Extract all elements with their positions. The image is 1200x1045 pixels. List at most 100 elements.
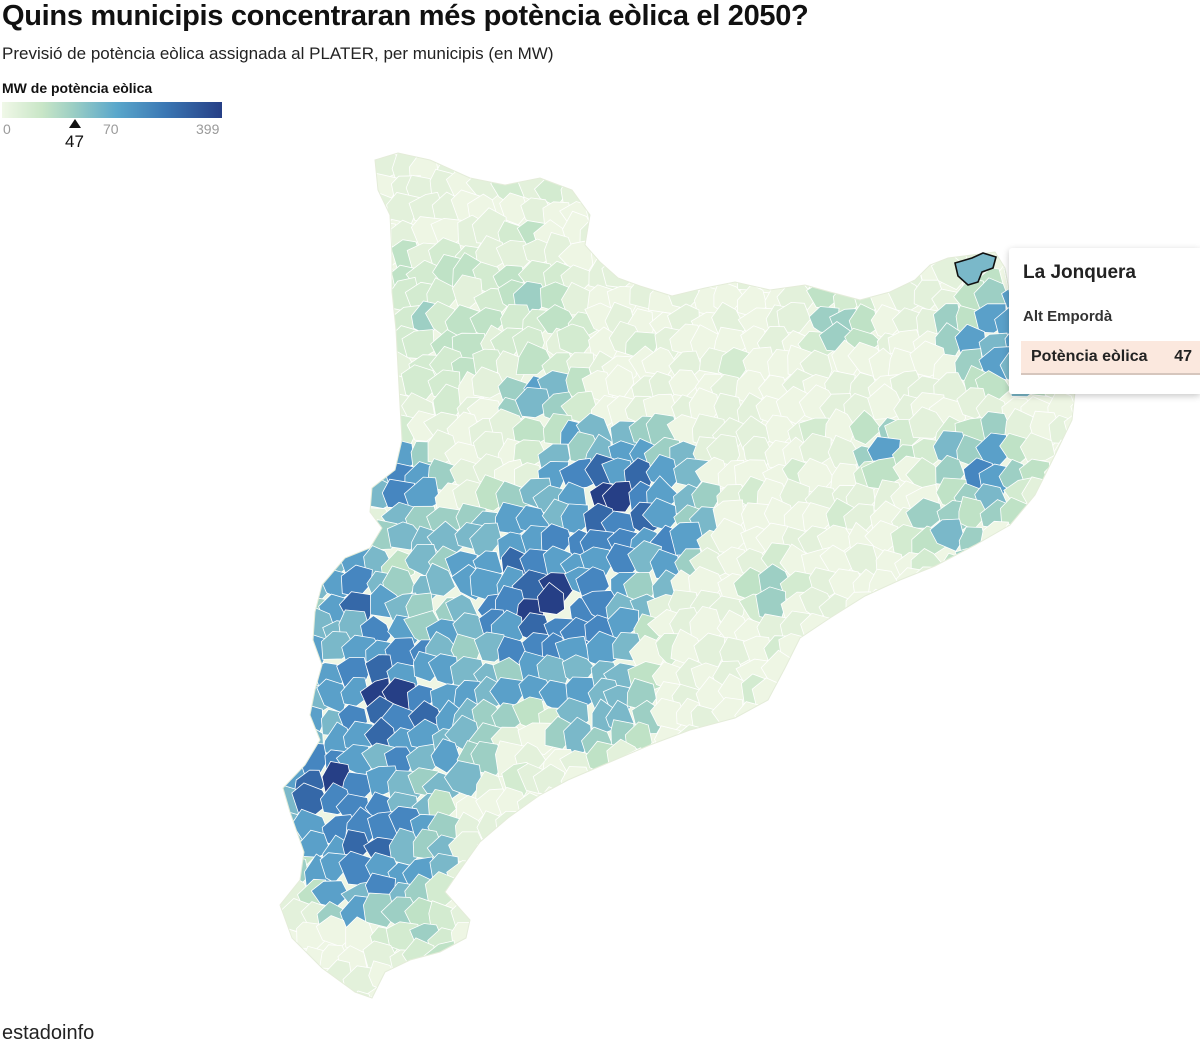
municipality-shape[interactable] bbox=[604, 848, 634, 883]
municipality-shape[interactable] bbox=[761, 133, 796, 166]
municipality-shape[interactable] bbox=[495, 810, 530, 844]
municipality-shape[interactable] bbox=[809, 942, 844, 978]
municipality-shape[interactable] bbox=[454, 991, 483, 1024]
municipality-shape[interactable] bbox=[1053, 439, 1082, 475]
municipality-shape[interactable] bbox=[810, 881, 846, 911]
municipality-shape[interactable] bbox=[249, 714, 283, 752]
municipality-shape[interactable] bbox=[563, 857, 600, 889]
municipality-shape[interactable] bbox=[1020, 213, 1058, 247]
municipality-shape[interactable] bbox=[1026, 962, 1056, 996]
municipality-shape[interactable] bbox=[979, 189, 1017, 224]
municipality-shape[interactable] bbox=[495, 917, 531, 951]
municipality-shape[interactable] bbox=[1064, 698, 1098, 732]
municipality-shape[interactable] bbox=[247, 588, 279, 625]
municipality-shape[interactable] bbox=[760, 765, 795, 794]
municipality-shape[interactable] bbox=[910, 982, 946, 1017]
municipality-shape[interactable] bbox=[447, 128, 484, 163]
municipality-shape[interactable] bbox=[1018, 698, 1056, 729]
municipality-shape[interactable] bbox=[715, 749, 755, 781]
municipality-shape[interactable] bbox=[976, 587, 1007, 621]
municipality-shape[interactable] bbox=[610, 924, 645, 957]
municipality-shape[interactable] bbox=[608, 988, 642, 1027]
municipality-shape[interactable] bbox=[1028, 765, 1064, 798]
municipality-shape[interactable] bbox=[311, 525, 353, 557]
municipality-shape[interactable] bbox=[763, 173, 793, 204]
municipality-shape[interactable] bbox=[468, 920, 506, 952]
municipality-shape[interactable] bbox=[628, 173, 662, 204]
municipality-shape[interactable] bbox=[274, 123, 308, 158]
municipality-shape[interactable] bbox=[868, 722, 904, 758]
municipality-shape[interactable] bbox=[298, 298, 332, 338]
municipality-shape[interactable] bbox=[779, 131, 815, 159]
municipality-shape[interactable] bbox=[937, 904, 971, 937]
municipality-shape[interactable] bbox=[715, 939, 750, 971]
municipality-shape[interactable] bbox=[313, 482, 346, 514]
municipality-shape[interactable] bbox=[1005, 937, 1034, 976]
municipality-shape[interactable] bbox=[972, 170, 1007, 200]
municipality-shape[interactable] bbox=[248, 694, 285, 731]
municipality-shape[interactable] bbox=[774, 815, 813, 848]
municipality-shape[interactable] bbox=[297, 391, 331, 424]
municipality-shape[interactable] bbox=[250, 898, 282, 936]
municipality-shape[interactable] bbox=[935, 149, 971, 183]
municipality-shape[interactable] bbox=[495, 960, 532, 993]
municipality-shape[interactable] bbox=[260, 193, 289, 228]
municipality-shape[interactable] bbox=[250, 506, 279, 537]
municipality-shape[interactable] bbox=[653, 153, 686, 188]
municipality-shape[interactable] bbox=[893, 681, 926, 711]
municipality-shape[interactable] bbox=[1066, 881, 1099, 914]
municipality-shape[interactable] bbox=[559, 147, 592, 177]
municipality-shape[interactable] bbox=[738, 834, 775, 870]
municipality-shape[interactable] bbox=[1050, 809, 1084, 843]
municipality-shape[interactable] bbox=[692, 949, 728, 980]
municipality-shape[interactable] bbox=[648, 239, 684, 273]
municipality-shape[interactable] bbox=[1067, 613, 1102, 649]
municipality-shape[interactable] bbox=[867, 237, 899, 267]
municipality-shape[interactable] bbox=[1050, 940, 1078, 973]
municipality-shape[interactable] bbox=[820, 989, 856, 1016]
municipality-shape[interactable] bbox=[389, 963, 422, 998]
municipality-shape[interactable] bbox=[315, 242, 354, 275]
municipality-shape[interactable] bbox=[936, 631, 974, 666]
municipality-shape[interactable] bbox=[1062, 982, 1098, 1019]
municipality-shape[interactable] bbox=[845, 612, 877, 647]
municipality-shape[interactable] bbox=[870, 963, 901, 997]
municipality-shape[interactable] bbox=[960, 870, 999, 907]
municipality-shape[interactable] bbox=[279, 723, 312, 759]
municipality-shape[interactable] bbox=[447, 960, 483, 995]
municipality-shape[interactable] bbox=[1068, 748, 1107, 777]
municipality-shape[interactable] bbox=[289, 550, 324, 582]
municipality-shape[interactable] bbox=[650, 939, 686, 972]
municipality-shape[interactable] bbox=[952, 608, 988, 647]
municipality-shape[interactable] bbox=[959, 924, 993, 956]
municipality-shape[interactable] bbox=[669, 790, 705, 827]
highlighted-municipality-la-jonquera[interactable] bbox=[954, 252, 997, 286]
municipality-shape[interactable] bbox=[668, 126, 700, 165]
municipality-shape[interactable] bbox=[717, 918, 754, 951]
municipality-shape[interactable] bbox=[908, 406, 948, 439]
municipality-shape[interactable] bbox=[1070, 392, 1106, 427]
municipality-shape[interactable] bbox=[628, 787, 666, 822]
municipality-shape[interactable] bbox=[891, 852, 927, 890]
municipality-shape[interactable] bbox=[711, 899, 750, 935]
municipality-shape[interactable] bbox=[539, 992, 570, 1022]
municipality-shape[interactable] bbox=[849, 637, 883, 667]
municipality-shape[interactable] bbox=[844, 772, 878, 807]
municipality-shape[interactable] bbox=[691, 850, 724, 886]
municipality-shape[interactable] bbox=[252, 350, 286, 384]
municipality-shape[interactable] bbox=[643, 985, 679, 1018]
municipality-shape[interactable] bbox=[830, 854, 861, 887]
municipality-shape[interactable] bbox=[338, 124, 372, 158]
municipality-shape[interactable] bbox=[249, 788, 278, 824]
municipality-shape[interactable] bbox=[256, 818, 290, 849]
municipality-shape[interactable] bbox=[272, 967, 309, 1002]
municipality-shape[interactable] bbox=[697, 727, 732, 759]
municipality-shape[interactable] bbox=[960, 985, 995, 1020]
municipality-shape[interactable] bbox=[936, 135, 972, 164]
municipality-shape[interactable] bbox=[622, 850, 659, 889]
municipality-shape[interactable] bbox=[863, 900, 900, 931]
municipality-shape[interactable] bbox=[827, 742, 864, 774]
municipality-shape[interactable] bbox=[984, 126, 1014, 159]
municipality-shape[interactable] bbox=[1065, 188, 1094, 224]
municipality-shape[interactable] bbox=[826, 963, 862, 998]
